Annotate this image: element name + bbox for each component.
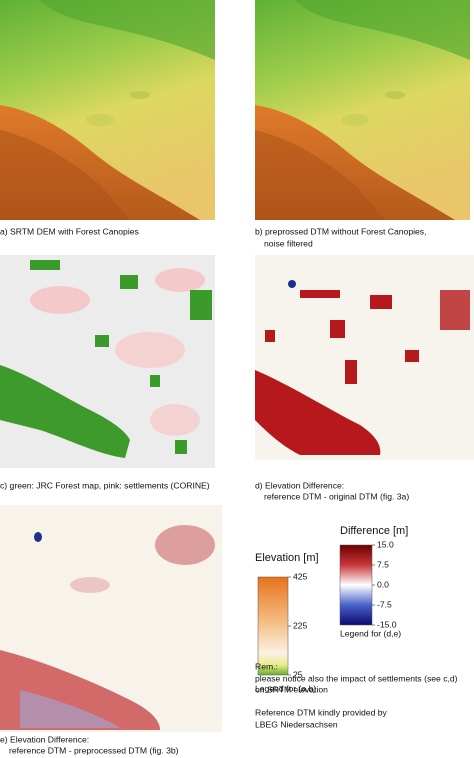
panel-b-map: [255, 0, 470, 220]
tick-label: 7.5: [377, 559, 389, 569]
caption: a) SRTM DEM with Forest Canopies: [0, 226, 139, 236]
remark: please notice also the impact of settlem…: [255, 673, 458, 683]
legend-note: Legend for (d,e): [340, 628, 401, 638]
tick-label: 0.0: [377, 579, 389, 589]
tick-label: 425: [293, 571, 308, 581]
legend-title: Elevation [m]: [255, 552, 319, 564]
panel-e-map: [0, 505, 222, 732]
legend-title: Difference [m]: [340, 525, 408, 537]
credit: Reference DTM kindly provided by: [255, 707, 388, 717]
tick-label: -15.0: [377, 619, 397, 629]
panel-a-map: [0, 0, 215, 220]
tick-label: 15.0: [377, 539, 394, 549]
panel-c-map: [0, 255, 215, 468]
colorbar: [339, 544, 373, 626]
tick-label: 25: [293, 669, 303, 679]
tick-label: -7.5: [377, 599, 392, 609]
caption: e) Elevation Difference:: [0, 734, 89, 744]
caption: noise filtered: [264, 238, 313, 248]
panel-d-map: [255, 255, 474, 460]
caption: reference DTM - original DTM (fig. 3a): [264, 491, 409, 501]
legend-note: Legend for (a,b): [255, 683, 316, 693]
credit: LBEG Niedersachsen: [255, 719, 338, 729]
remark: Rem.:: [255, 661, 278, 671]
caption: b) preprossed DTM without Forest Canopie…: [255, 226, 426, 236]
caption: c) green: JRC Forest map, pink: settleme…: [0, 480, 210, 490]
caption: d) Elevation Difference:: [255, 480, 344, 490]
tick-label: 225: [293, 620, 308, 630]
remark: on SRTM elevation: [255, 684, 328, 694]
caption: reference DTM - preprocessed DTM (fig. 3…: [9, 745, 179, 755]
